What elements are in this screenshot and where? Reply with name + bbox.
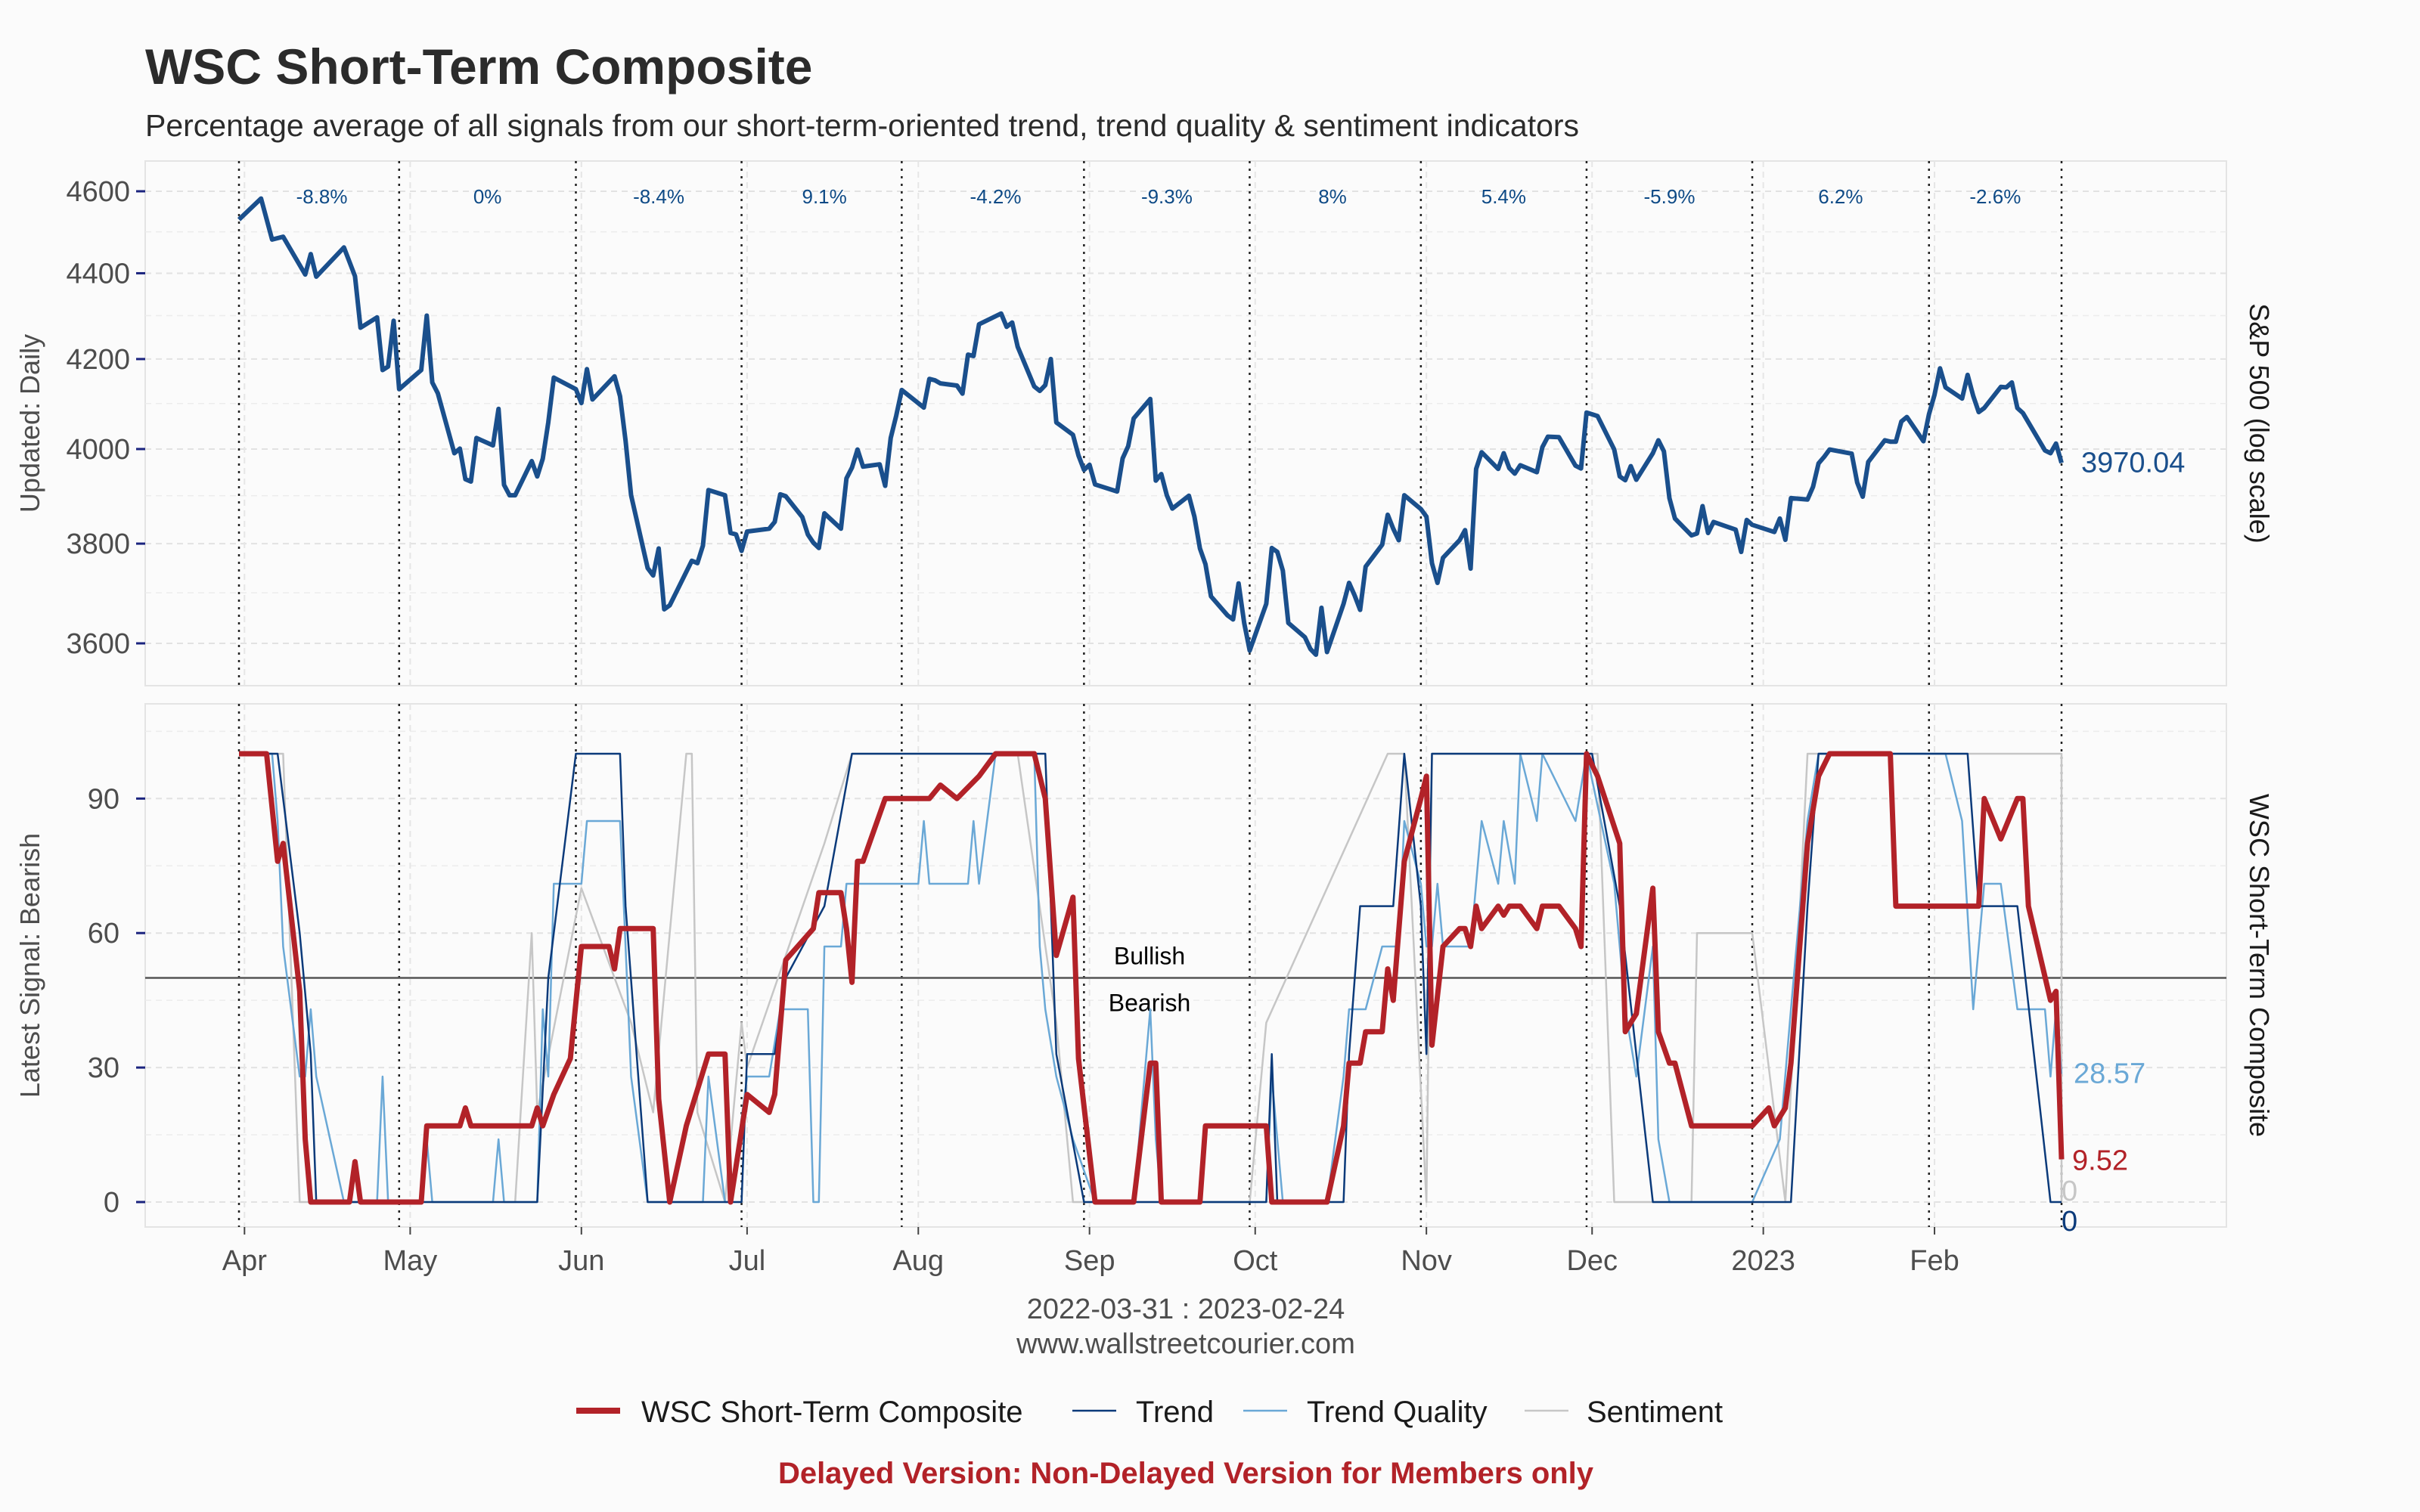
monthly-change-label: 8% — [1318, 185, 1347, 208]
price-y-tick-label: 4400 — [66, 258, 130, 290]
price-gridlines — [145, 161, 2226, 686]
legend: WSC Short-Term Composite Trend Trend Qua… — [576, 1396, 1723, 1429]
monthly-change-label: -8.8% — [296, 185, 348, 208]
delayed-version-notice: Delayed Version: Non-Delayed Version for… — [778, 1457, 1594, 1490]
price-panel: 3600 3800 4000 4200 4400 4600 -8.8% 0% -8.4% 9.1… — [14, 160, 2275, 686]
x-tick-label: Aug — [892, 1245, 944, 1277]
monthly-change-label: 9.1% — [802, 185, 846, 208]
monthly-change-label: -9.3% — [1141, 185, 1193, 208]
price-right-axis-label: S&P 500 (log scale) — [2244, 303, 2275, 544]
composite-y-ticks: 0 30 60 90 — [88, 783, 145, 1219]
monthly-change-label: -5.9% — [1644, 185, 1696, 208]
price-y-axis-label: Updated: Daily — [14, 334, 45, 513]
price-y-tick-label: 3600 — [66, 628, 130, 660]
monthly-change-label: 6.2% — [1818, 185, 1863, 208]
composite-series — [239, 751, 2065, 1205]
x-tick-label: Feb — [1910, 1245, 1959, 1277]
composite-y-tick-label: 0 — [104, 1187, 119, 1219]
x-axis-month-labels: Apr May Jun Jul Aug Sep Oct Nov Dec 2023 Feb — [222, 1227, 1959, 1277]
monthly-change-label: 5.4% — [1481, 185, 1526, 208]
chart-title: WSC Short-Term Composite — [145, 39, 812, 94]
bullish-label: Bullish — [1114, 943, 1185, 970]
legend-label-composite: WSC Short-Term Composite — [641, 1396, 1023, 1429]
x-tick-label: Jul — [729, 1245, 766, 1277]
monthly-change-label: -4.2% — [970, 185, 1022, 208]
monthly-change-label: -8.4% — [633, 185, 684, 208]
legend-label-trend: Trend — [1136, 1396, 1214, 1429]
date-range-caption: 2022-03-31 : 2023-02-24 — [1027, 1294, 1345, 1325]
composite-right-axis-label: WSC Short-Term Composite — [2244, 794, 2275, 1137]
price-panel-frame — [144, 160, 2227, 686]
composite-line — [239, 751, 2065, 1205]
composite-y-tick-label: 60 — [88, 918, 119, 950]
monthly-change-labels: -8.8% 0% -8.4% 9.1% -4.2% -9.3% 8% 5.4% -5.9% 6.2… — [296, 185, 2021, 208]
composite-panel-frame — [144, 703, 2227, 1228]
price-y-tick-label: 3800 — [66, 528, 130, 560]
website-caption: www.wallstreetcourier.com — [1016, 1328, 1355, 1360]
price-y-ticks: 3600 3800 4000 4200 4400 4600 — [66, 176, 145, 660]
trend-quality-last-value: 28.57 — [2074, 1058, 2145, 1090]
legend-label-trend-quality: Trend Quality — [1307, 1396, 1488, 1429]
x-tick-label: Oct — [1233, 1245, 1278, 1277]
price-y-tick-label: 4200 — [66, 344, 130, 376]
price-y-tick-label: 4600 — [66, 176, 130, 208]
monthly-change-label: -2.6% — [1969, 185, 2021, 208]
composite-last-value: 9.52 — [2072, 1145, 2128, 1177]
sp500-line — [237, 196, 2064, 657]
x-tick-label: Sep — [1064, 1245, 1115, 1277]
composite-y-tick-label: 30 — [88, 1052, 119, 1084]
composite-y-tick-label: 90 — [88, 783, 119, 815]
x-tick-label: 2023 — [1731, 1245, 1795, 1277]
x-tick-label: Dec — [1566, 1245, 1618, 1277]
legend-label-sentiment: Sentiment — [1587, 1396, 1723, 1429]
trend-last-value: 0 — [2062, 1206, 2077, 1238]
x-tick-label: May — [383, 1245, 437, 1277]
x-tick-label: Apr — [222, 1245, 267, 1277]
price-series — [237, 196, 2064, 657]
composite-y-axis-label: Latest Signal: Bearish — [14, 833, 45, 1098]
price-y-tick-label: 4000 — [66, 434, 130, 466]
x-tick-label: Jun — [558, 1245, 604, 1277]
price-last-value-label: 3970.04 — [2081, 447, 2185, 479]
chart-subtitle: Percentage average of all signals from o… — [145, 108, 1579, 143]
monthly-change-label: 0% — [473, 185, 502, 208]
sentiment-last-value: 0 — [2062, 1176, 2077, 1207]
x-tick-label: Nov — [1401, 1245, 1452, 1277]
